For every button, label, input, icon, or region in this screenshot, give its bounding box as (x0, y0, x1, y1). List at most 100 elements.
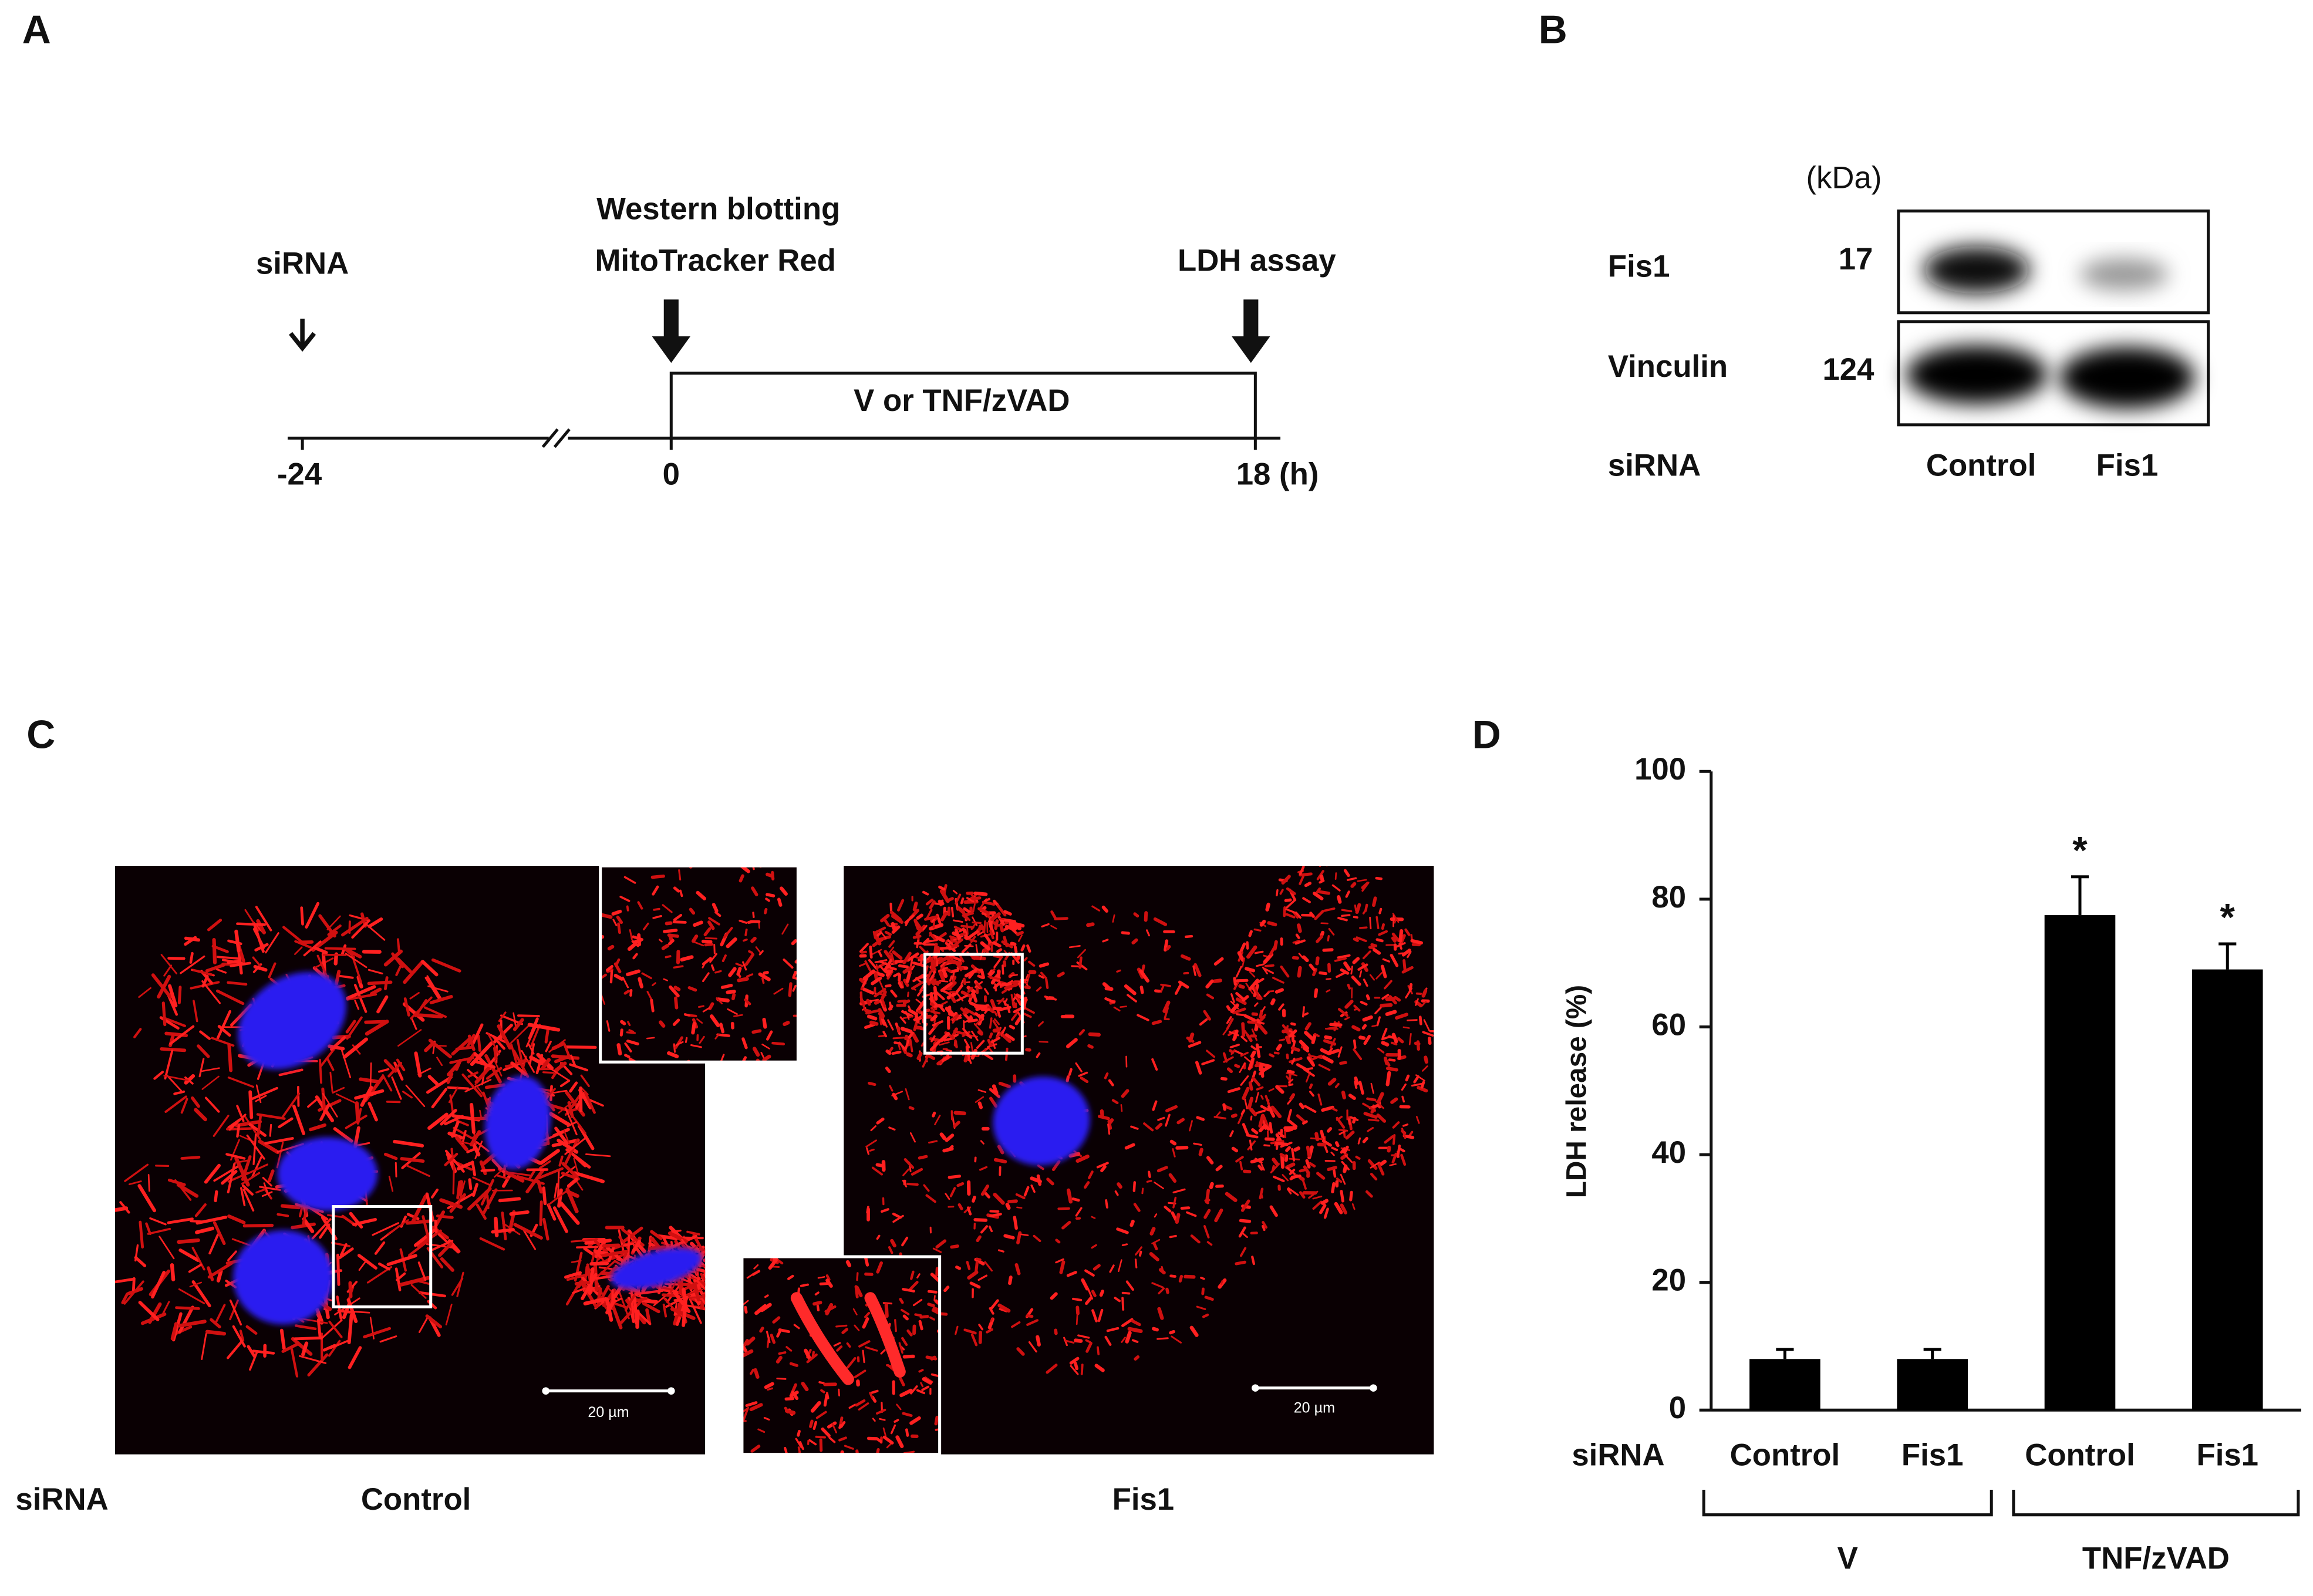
mito-strand (541, 1058, 551, 1071)
mito-strand (899, 1298, 904, 1304)
bar (1897, 1359, 1968, 1411)
mito-strand (889, 1085, 893, 1092)
mito-strand (1242, 1123, 1249, 1136)
inset-frame (332, 1205, 433, 1308)
mito-strand (453, 1126, 474, 1140)
scale-bar-label: 20 µm (1294, 1399, 1335, 1416)
mito-strand (820, 1389, 825, 1393)
mito-strand (1317, 1093, 1323, 1106)
mito-strand (562, 1042, 572, 1060)
mito-strand (743, 938, 748, 942)
mito-strand (702, 972, 710, 983)
mito-strand (898, 964, 909, 969)
mito-strand (817, 1276, 825, 1279)
mito-strand (1159, 985, 1165, 993)
mito-strand (913, 919, 920, 930)
mito-strand (256, 1113, 286, 1120)
panel-b: B (kDa) Fis1 17 Vinculin 124 siRNA Contr… (1539, 8, 2210, 483)
mito-strand (436, 1057, 443, 1067)
mito-strand (205, 963, 225, 973)
mito-strand (387, 1219, 409, 1235)
mito-strand (669, 1229, 682, 1234)
mito-strand (552, 1128, 570, 1138)
mito-strand (678, 869, 682, 881)
mito-strand (861, 987, 875, 995)
mito-strand (1127, 994, 1137, 1003)
mito-strand (1094, 1364, 1105, 1372)
mito-strand (882, 1427, 887, 1438)
mito-strand (984, 1261, 993, 1272)
mito-strand (1284, 1035, 1291, 1044)
mito-strand (750, 936, 757, 943)
mito-strand (905, 1428, 909, 1437)
mito-strand (1009, 980, 1019, 984)
mito-strand (1116, 969, 1121, 973)
mito-strand (871, 1166, 884, 1176)
mito-strand (403, 997, 410, 1017)
mito-strand (1040, 971, 1047, 980)
mito-strand (1279, 1129, 1283, 1138)
mito-strand (766, 1331, 771, 1344)
mito-strand (754, 1067, 760, 1073)
mito-strand (1289, 1030, 1294, 1034)
lane-label: Fis1 (2096, 448, 2159, 483)
panel-letter: D (1472, 713, 1501, 757)
mito-strand (145, 1222, 152, 1236)
mito-strand (709, 953, 717, 963)
mito-strand (437, 1233, 460, 1254)
mito-strand (1267, 921, 1277, 927)
mito-strand (1306, 1145, 1311, 1158)
protein-label: Fis1 (1608, 249, 1670, 284)
mito-strand (744, 953, 755, 966)
mito-strand (1121, 1318, 1134, 1327)
mito-strand (752, 1047, 760, 1057)
mito-strand (810, 1401, 821, 1413)
mito-strand (844, 1445, 854, 1450)
mito-strand (1408, 1032, 1412, 1045)
mito-strand (997, 915, 1005, 926)
mito-strand (865, 1009, 880, 1015)
mito-strand (1302, 955, 1309, 963)
mito-strand (363, 1327, 392, 1339)
mito-strand (425, 1314, 443, 1329)
mito-strand (721, 1366, 727, 1368)
mito-strand (549, 1112, 571, 1127)
mito-strand (964, 1007, 976, 1016)
mito-strand (480, 1179, 495, 1206)
mito-strand (1188, 1041, 1202, 1048)
mito-strand (1401, 949, 1411, 957)
mito-strand (866, 998, 871, 1006)
mito-strand (972, 903, 976, 913)
mito-strand (930, 959, 935, 972)
mito-strand (1189, 1120, 1193, 1132)
mito-strand (544, 1028, 549, 1044)
mito-strand (1330, 856, 1333, 858)
mito-strand (340, 944, 347, 956)
mito-strand (405, 1084, 426, 1108)
mito-strand (1068, 945, 1081, 949)
mito-strand (699, 1295, 706, 1305)
mito-strand (983, 1053, 994, 1061)
mito-strand (1155, 1122, 1163, 1130)
mito-strand (180, 1156, 201, 1160)
mito-strand (451, 1037, 472, 1056)
mito-strand (1180, 1206, 1191, 1210)
mito-strand (1235, 997, 1247, 1005)
mito-strand (1343, 961, 1351, 971)
mito-strand (1385, 1010, 1397, 1016)
mito-strand (870, 1125, 877, 1132)
mito-strand (149, 1217, 167, 1226)
mito-strand (869, 1020, 879, 1026)
mito-strand (999, 923, 1004, 933)
mito-strand (1343, 1164, 1348, 1173)
mito-strand (1226, 1018, 1234, 1030)
mito-strand (1256, 1086, 1264, 1091)
mito-strand (1302, 1179, 1307, 1190)
mito-strand (833, 1342, 841, 1347)
mito-strand (428, 1038, 452, 1059)
mito-strand (760, 1051, 764, 1058)
mito-strand (664, 1282, 680, 1286)
mito-strand (1013, 1216, 1018, 1230)
mito-strand (1169, 1234, 1177, 1239)
mito-strand (1139, 986, 1144, 994)
